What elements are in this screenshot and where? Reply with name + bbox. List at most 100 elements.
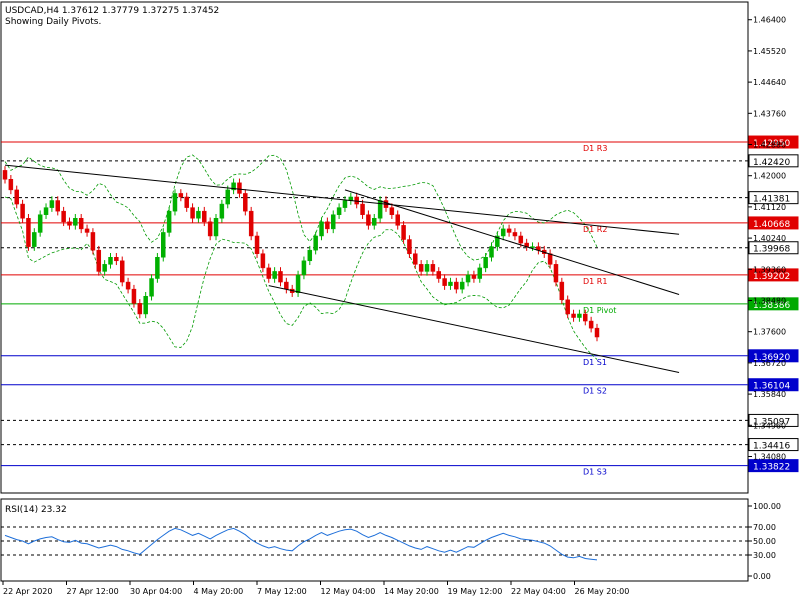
candle-body: [442, 278, 447, 286]
candle-body: [125, 281, 131, 290]
time-axis-label: 19 May 12:00: [448, 587, 503, 596]
candle-body: [49, 200, 55, 208]
candle-body: [295, 274, 301, 293]
candle-body: [530, 246, 535, 248]
candle-body: [588, 320, 594, 329]
candle-body: [260, 253, 266, 269]
pivot-level-name: D1 R2: [583, 225, 607, 234]
candle-body: [395, 214, 400, 226]
chart-subtitle: Showing Daily Pivots.: [5, 17, 101, 27]
dashed-level-price-box: [748, 438, 799, 452]
candle-body: [454, 281, 459, 290]
price-axis-tick-label: 1.42000: [753, 172, 786, 181]
candle-body: [594, 327, 600, 338]
rsi-panel-frame: [0, 498, 749, 582]
candle-body: [401, 225, 406, 240]
price-axis-tick-label: 1.41120: [753, 203, 786, 212]
candle-body: [108, 256, 113, 265]
price-axis-tick-label: 1.46400: [753, 16, 786, 25]
candle-body: [272, 271, 277, 279]
candle-body: [207, 221, 213, 237]
candle-body: [243, 193, 248, 212]
pivot-level-price-label: 1.36920: [753, 353, 790, 363]
dashed-level-price-box: [748, 413, 799, 427]
dashed-level-price-label: 1.41381: [753, 195, 790, 205]
candle-body: [37, 214, 43, 233]
candle-body: [489, 246, 494, 258]
price-axis-tick-label: 1.45520: [753, 47, 786, 56]
candle-body: [360, 203, 365, 215]
candle-body: [389, 207, 395, 215]
candle-body: [149, 278, 154, 297]
candle-body: [471, 274, 477, 279]
candle-body: [407, 239, 412, 254]
candle-body: [78, 218, 84, 230]
pivot-level-price-label: 1.38386: [753, 301, 790, 311]
candle-body: [418, 264, 424, 272]
pivot-level-price-box: [748, 268, 799, 282]
price-axis-tick-label: 1.38480: [753, 296, 786, 305]
candle-body: [500, 228, 506, 237]
price-axis-tick-label: 1.44640: [753, 78, 786, 87]
candle-body: [2, 170, 8, 180]
time-axis-label: 7 May 12:00: [257, 587, 307, 596]
price-axis-tick-label: 1.43760: [753, 109, 786, 118]
pivot-level-price-label: 1.36104: [753, 382, 790, 392]
candle-body: [366, 214, 371, 226]
candle-body: [483, 256, 488, 269]
candle-body: [559, 281, 565, 301]
pivot-level-price-box: [748, 297, 799, 311]
pivot-level-price-box: [748, 216, 799, 230]
rsi-axis-tick-label: 30.00: [753, 551, 776, 560]
candle-body: [413, 253, 418, 265]
candle-body: [73, 218, 78, 226]
candle-body: [61, 210, 66, 223]
candle-body: [172, 193, 178, 212]
time-axis-label: 22 Apr 2020: [3, 587, 52, 596]
price-axis-tick-label: 1.40240: [753, 234, 786, 243]
candle-body: [96, 249, 102, 272]
candle-body: [20, 203, 25, 219]
candle-body: [319, 221, 324, 237]
dashed-level-price-label: 1.35097: [753, 417, 790, 427]
rsi-line: [4, 527, 598, 561]
candle-body: [577, 313, 582, 318]
candle-body: [372, 218, 377, 226]
candle-body: [84, 228, 90, 233]
main-chart-layer: D1 R3 D1 R2 D1 R1 D1 Pivot D1 S1 D1 S2 D1 S3: [1, 141, 748, 477]
candle-body: [161, 232, 166, 258]
rsi-axis-tick-label: 70.00: [753, 523, 776, 532]
candle-body: [424, 264, 430, 272]
candle-body: [278, 271, 283, 283]
candle-body: [301, 260, 307, 276]
candle-body: [131, 288, 137, 304]
candle-body: [143, 295, 148, 315]
candle-body: [430, 264, 436, 272]
pivot-level-name: D1 S1: [583, 358, 607, 367]
candle-body: [137, 303, 143, 315]
time-axis-label: 30 Apr 04:00: [130, 587, 182, 596]
candle-body: [114, 256, 119, 262]
candle-body: [583, 313, 588, 322]
candle-body: [565, 299, 570, 315]
pivot-level-price-label: 1.33822: [753, 463, 790, 473]
dashed-level-price-box: [748, 191, 799, 205]
candle-body: [219, 203, 225, 219]
candle-body: [325, 221, 330, 230]
time-axis-label: 22 May 04:00: [511, 587, 566, 596]
candle-body: [26, 218, 31, 247]
candle-body: [553, 264, 559, 283]
trendline: [268, 285, 680, 373]
candle-body: [307, 249, 313, 262]
price-axis-tick-label: 1.39360: [753, 265, 786, 274]
candle-body: [436, 271, 441, 279]
candle-body: [67, 221, 72, 226]
candle-body: [266, 267, 272, 279]
time-axis-label: 26 May 20:00: [575, 587, 630, 596]
pivot-level-name: D1 R3: [583, 144, 607, 153]
rsi-axis-tick-label: 0.00: [753, 572, 771, 581]
candle-body: [14, 189, 19, 205]
candle-body: [55, 200, 61, 212]
trendline: [344, 189, 680, 295]
pivot-level-name: D1 S3: [583, 468, 607, 477]
